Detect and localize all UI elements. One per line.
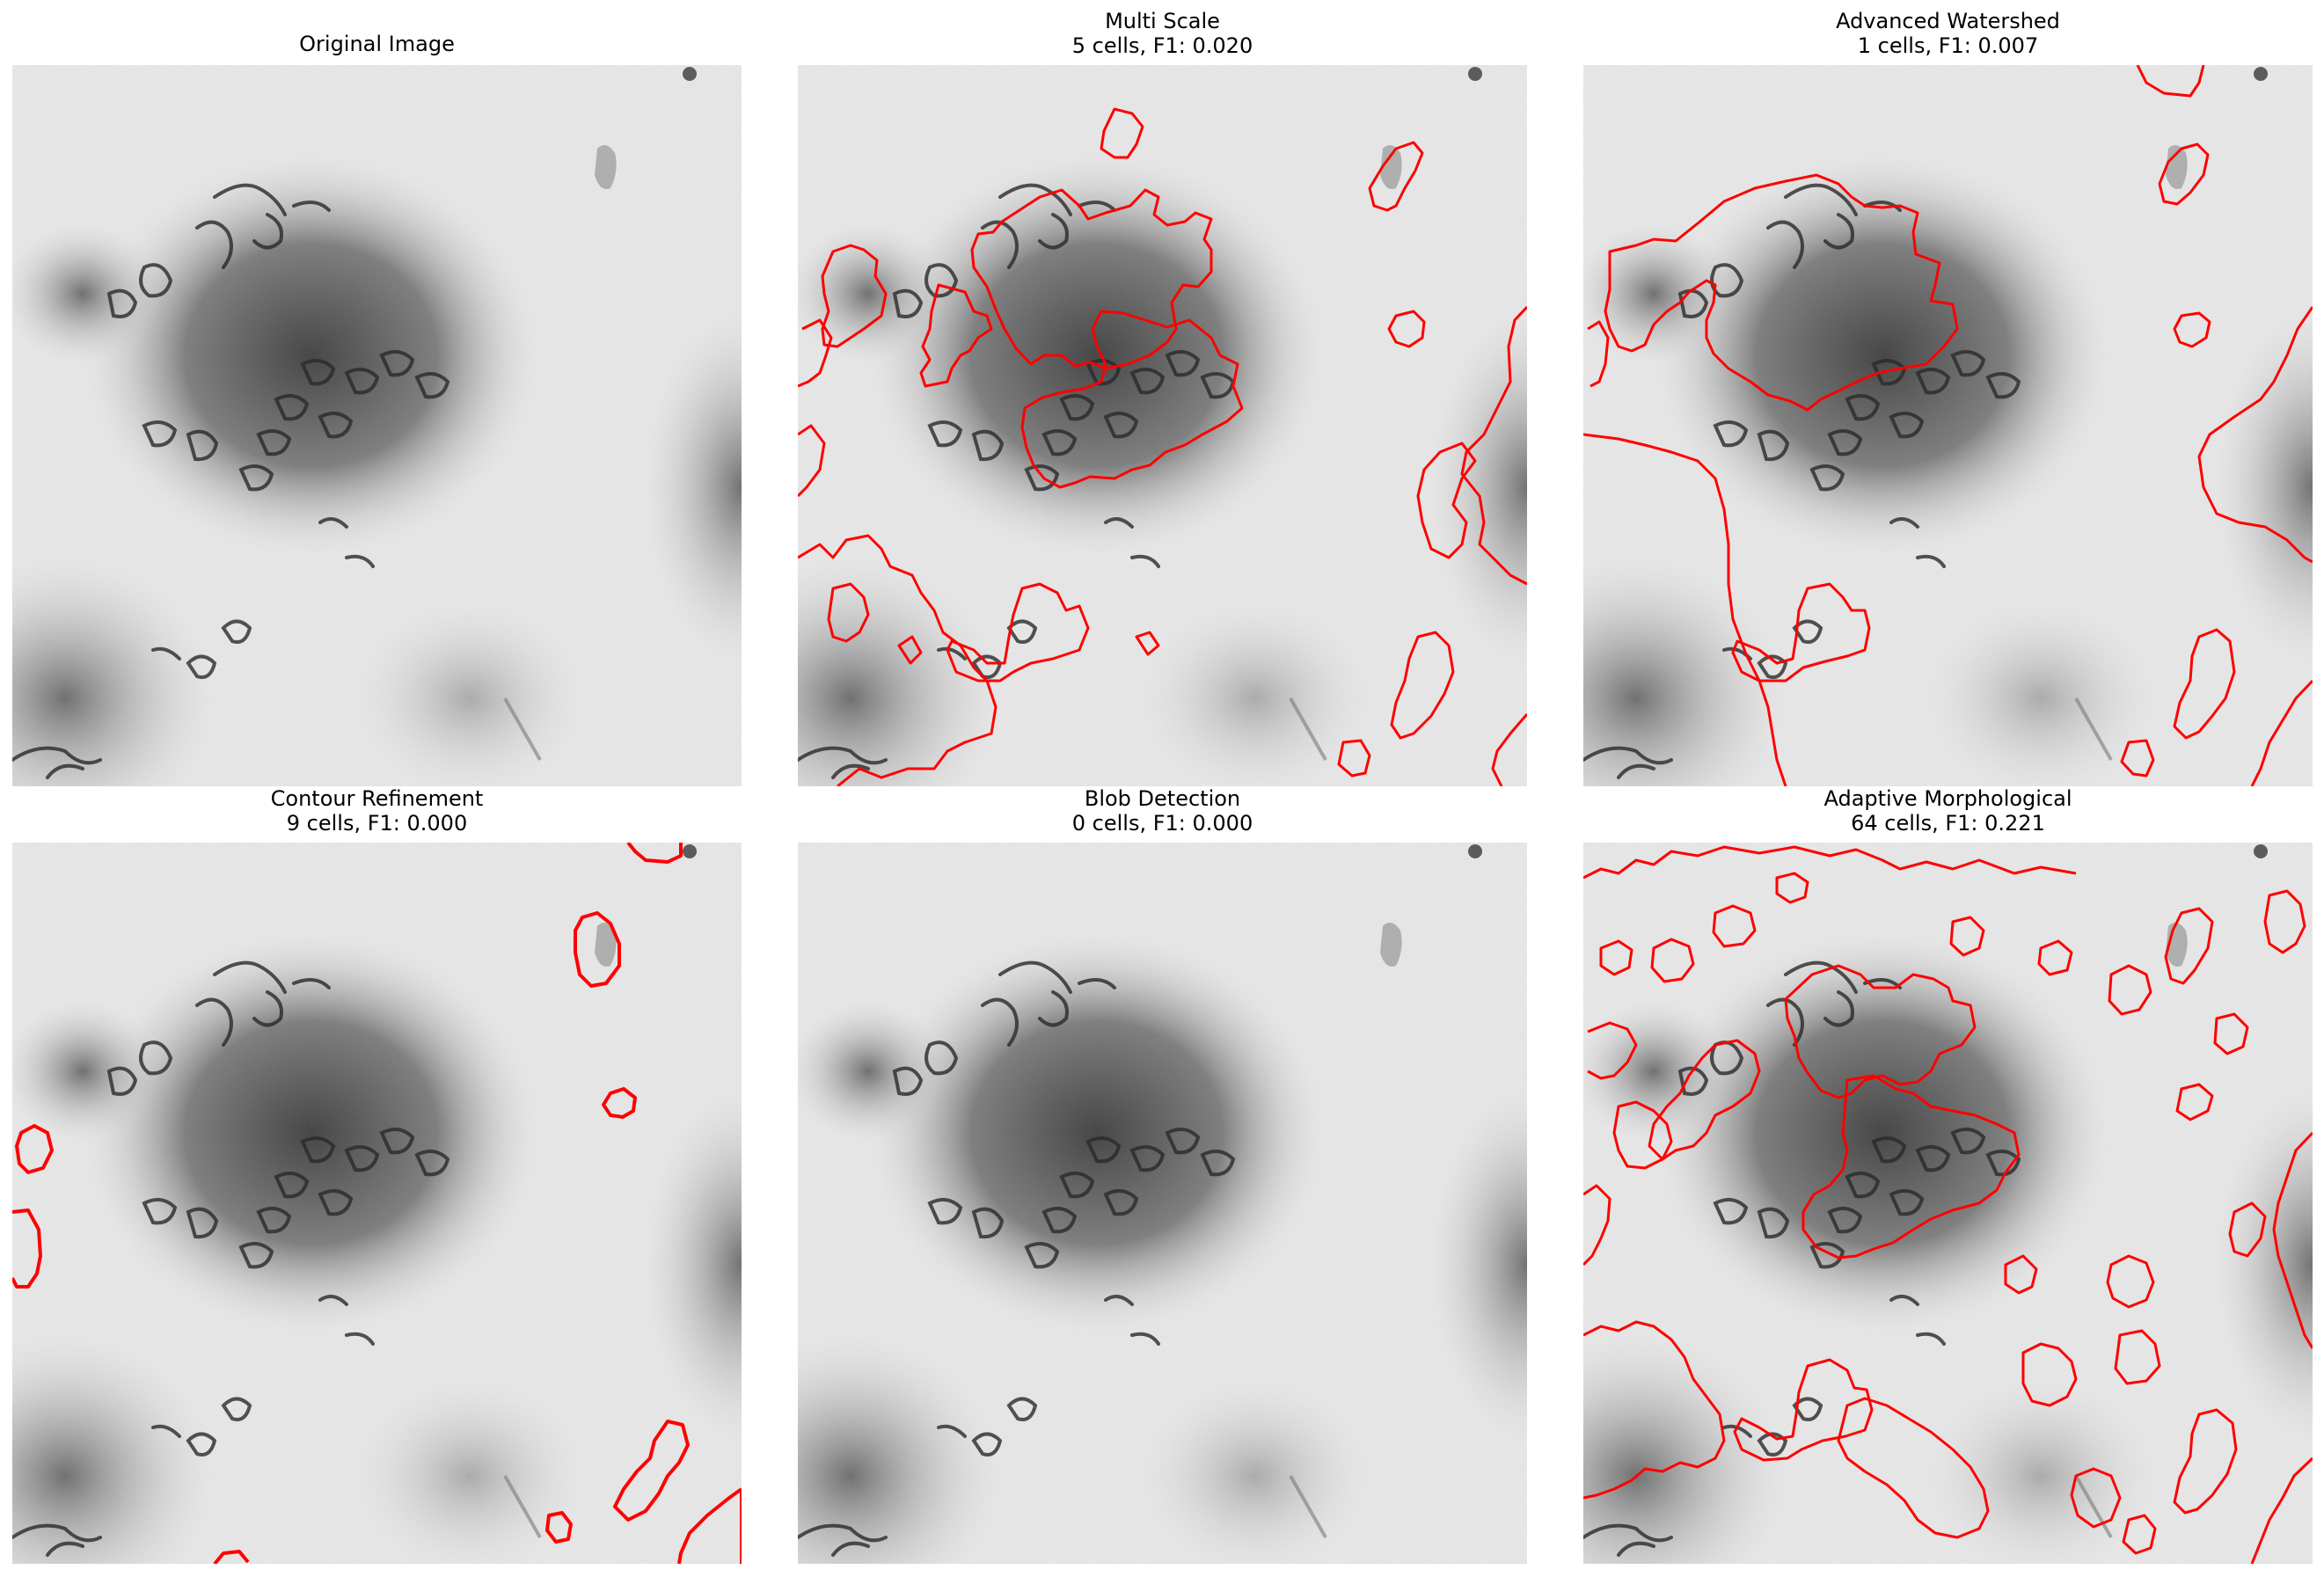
contour (1612, 1100, 1673, 1170)
micrograph-image (1583, 843, 2313, 1564)
contour (1587, 1021, 1638, 1080)
contour (2122, 1514, 2157, 1555)
segmentation-contours (798, 107, 1527, 786)
contour (1604, 173, 1959, 412)
contour (2070, 1467, 2122, 1529)
contour (2114, 1329, 2161, 1385)
contour (1650, 938, 1695, 983)
contour (12, 1208, 42, 1289)
contour (1599, 939, 1633, 976)
contour (2263, 889, 2306, 954)
contour (1775, 872, 1809, 904)
contour (1135, 631, 1160, 656)
micrograph-svg (12, 843, 742, 1564)
contour (2175, 1083, 2214, 1121)
contour (1648, 1039, 1761, 1161)
contour (2037, 939, 2073, 976)
contour (602, 1087, 637, 1119)
micrograph-image (798, 843, 1527, 1564)
contour (1416, 442, 1477, 559)
contour (213, 1550, 250, 1564)
contour (1784, 964, 1977, 1099)
micrograph-image (798, 65, 1527, 786)
contour (1837, 1397, 1990, 1539)
contour (677, 1487, 742, 1564)
contour (613, 1420, 690, 1522)
contour (1587, 320, 1610, 388)
contour (2250, 679, 2313, 786)
panel-title: Blob Detection 0 cells, F1: 0.000 (1071, 786, 1253, 836)
contour (2021, 1342, 2078, 1407)
contour (2108, 964, 2152, 1016)
contour (1491, 713, 1527, 786)
contour (2250, 1457, 2313, 1564)
contour (2228, 1201, 2267, 1258)
contour (1733, 1358, 1874, 1462)
contour (1020, 310, 1244, 489)
micrograph-svg (1583, 65, 2313, 786)
panel-title: Original Image (299, 32, 455, 56)
contour (827, 582, 870, 643)
contour (1583, 433, 1787, 786)
contour (2106, 1254, 2155, 1309)
contour (2136, 65, 2205, 98)
contour (1460, 305, 1527, 586)
contour (1368, 141, 1424, 212)
contour (2173, 628, 2236, 740)
contour (2158, 142, 2210, 206)
contour (798, 424, 826, 498)
contour (2272, 1131, 2313, 1349)
micrograph-svg (12, 65, 742, 786)
contour (626, 843, 683, 864)
contour (1387, 310, 1426, 348)
micrograph-image (1583, 65, 2313, 786)
contour (2164, 907, 2214, 985)
micrograph-svg (1583, 843, 2313, 1564)
contour (2004, 1254, 2038, 1295)
panel-title: Contour Refinement 9 cells, F1: 0.000 (270, 786, 484, 836)
contour (1712, 904, 1757, 948)
panel-title: Advanced Watershed 1 cells, F1: 0.007 (1836, 9, 2060, 58)
contour (1583, 1184, 1611, 1267)
contour (2197, 306, 2313, 564)
micrograph-svg (798, 843, 1527, 1564)
contour (15, 1124, 54, 1174)
contour (821, 244, 888, 348)
contour (2173, 311, 2211, 348)
contour (970, 188, 1213, 370)
contour (1390, 631, 1455, 740)
contour (1583, 845, 2077, 880)
segmentation-contours (12, 843, 742, 1564)
contour (798, 318, 833, 388)
contour (1801, 1074, 2021, 1259)
contour (1583, 1320, 1726, 1500)
contour (1731, 582, 1871, 683)
contour (1337, 739, 1371, 778)
micrograph-svg (798, 65, 1527, 786)
contour (897, 635, 923, 665)
contour (2213, 1012, 2249, 1055)
micrograph-image (12, 843, 742, 1564)
contour (1949, 916, 1985, 957)
contour (2173, 1408, 2238, 1515)
contour (545, 1511, 573, 1544)
micrograph-image (12, 65, 742, 786)
segmentation-contours (1583, 65, 2313, 786)
segmentation-contours (1583, 845, 2313, 1564)
contour (1100, 107, 1144, 159)
panel-title: Adaptive Morphological 64 cells, F1: 0.2… (1823, 786, 2072, 836)
contour (946, 582, 1090, 683)
contour (574, 911, 621, 988)
panel-title: Multi Scale 5 cells, F1: 0.020 (1071, 9, 1253, 58)
contour (919, 283, 993, 388)
contour (2120, 739, 2155, 778)
